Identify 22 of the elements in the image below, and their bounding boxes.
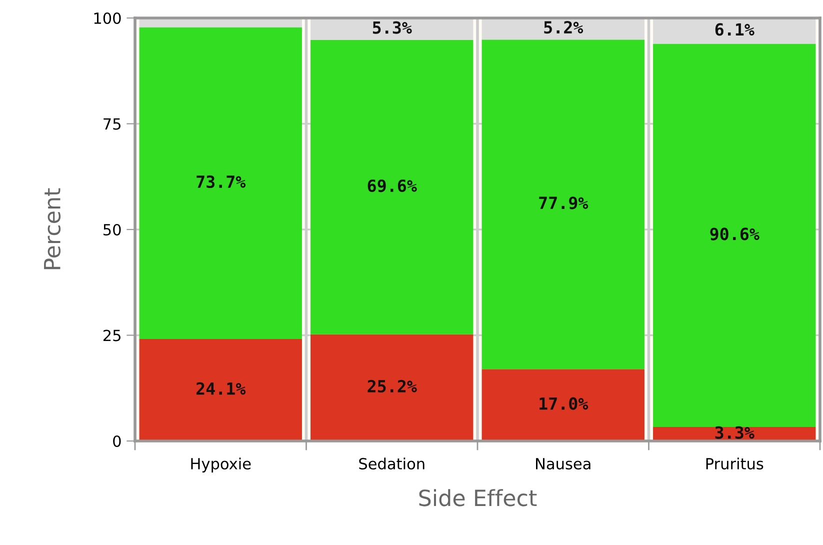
x-tick-label: Sedation: [359, 458, 424, 470]
y-tick-label: 75: [104, 118, 120, 130]
data-label: 17.0%: [540, 397, 588, 410]
y-tick-label: 25: [103, 330, 120, 342]
y-tick-label: 50: [104, 224, 121, 236]
data-label: 24.1%: [196, 382, 246, 395]
data-label: 5.2%: [544, 21, 584, 34]
y-axis-title: Percent: [44, 188, 61, 270]
data-label: 73.7%: [196, 175, 246, 188]
data-label: 77.9%: [539, 196, 588, 210]
x-tick-label: Nausea: [536, 458, 590, 470]
data-label: 5.3%: [372, 21, 412, 34]
data-label: 3.3%: [715, 426, 754, 439]
x-tick-label: Pruritus: [706, 458, 764, 470]
y-tick-label: 100: [94, 12, 121, 24]
data-label: 6.1%: [715, 23, 754, 36]
x-tick-label: Hypoxie: [191, 458, 251, 472]
data-label: 69.6%: [368, 179, 417, 192]
y-tick-label: 0: [113, 435, 121, 448]
data-label: 25.2%: [368, 380, 417, 393]
data-label: 90.6%: [710, 228, 760, 240]
x-axis-title: Side Effect: [419, 489, 537, 506]
